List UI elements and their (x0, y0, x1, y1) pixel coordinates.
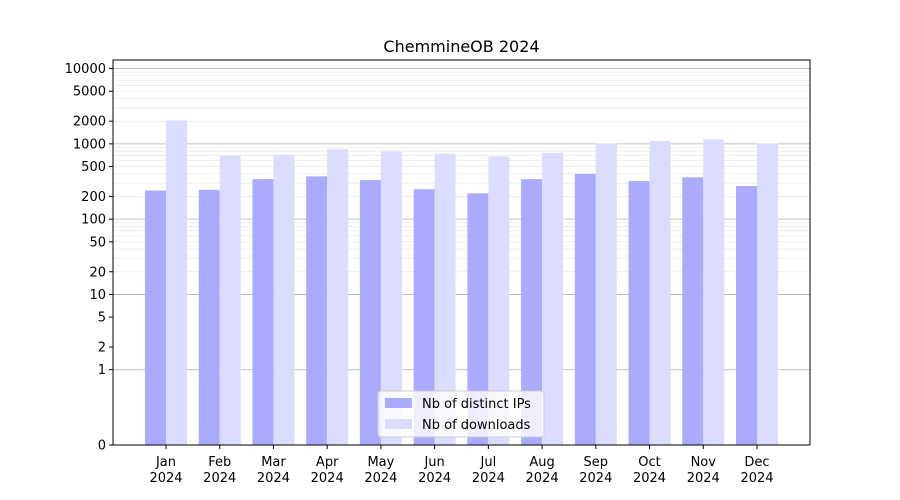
bar-downloads-4 (327, 149, 349, 445)
y-tick-label: 1 (98, 363, 106, 378)
x-tick-label-year: 2024 (257, 471, 290, 486)
y-tick-label: 100 (81, 213, 106, 228)
x-tick-label-month: Sep (584, 455, 609, 470)
bar-distinct-ips-1 (145, 190, 166, 445)
bar-distinct-ips-7 (467, 193, 489, 445)
x-tick-label-month: Aug (529, 455, 554, 470)
legend-label: Nb of distinct IPs (422, 397, 531, 412)
legend-label: Nb of downloads (422, 418, 531, 433)
y-tick-label: 0 (98, 439, 106, 454)
bar-distinct-ips-6 (413, 189, 435, 445)
bar-downloads-12 (757, 143, 778, 446)
y-tick-label: 20 (89, 265, 106, 280)
bar-downloads-8 (542, 152, 564, 446)
x-tick-label-year: 2024 (472, 471, 505, 486)
y-tick-label: 10 (89, 288, 106, 303)
x-tick-label-year: 2024 (418, 471, 451, 486)
y-tick-label: 5 (98, 311, 106, 326)
x-tick-label-month: Jun (423, 455, 444, 470)
x-tick-label-year: 2024 (740, 471, 773, 486)
x-tick-label-month: Nov (691, 455, 717, 470)
bar-distinct-ips-11 (682, 177, 704, 446)
bar-distinct-ips-4 (306, 176, 328, 445)
bar-distinct-ips-3 (252, 179, 274, 446)
legend-swatch (385, 398, 412, 408)
y-axis-ticks: 0 1 2 5 10 20 50 100 200 500 1000 2000 5000 10000 (65, 62, 113, 454)
x-tick-label-month: Feb (208, 455, 231, 470)
x-tick-label-year: 2024 (579, 471, 612, 486)
legend: Nb of distinct IPs Nb of downloads (377, 390, 545, 438)
bar-downloads-10 (649, 141, 671, 445)
bar-distinct-ips-5 (359, 180, 381, 445)
x-tick-label-month: Apr (316, 455, 339, 470)
legend-swatch (385, 419, 412, 429)
y-tick-label: 2 (98, 341, 106, 356)
y-tick-label: 1000 (73, 137, 106, 152)
x-tick-label-month: Oct (638, 455, 660, 470)
x-tick-label-month: Mar (261, 455, 286, 470)
bar-distinct-ips-10 (628, 181, 650, 445)
y-tick-label: 2000 (73, 115, 106, 130)
bar-downloads-6 (434, 153, 456, 445)
bar-downloads-11 (703, 139, 725, 446)
legend-box (377, 390, 545, 438)
bar-downloads-9 (595, 143, 617, 446)
y-tick-label: 10000 (65, 62, 106, 77)
bar-downloads-1 (166, 120, 187, 445)
x-axis-ticks: Jan2024Feb2024Mar2024Apr2024May2024Jun20… (149, 445, 774, 486)
chart-title: ChemmineOB 2024 (383, 37, 539, 56)
y-tick-label: 200 (81, 190, 106, 205)
x-tick-label-year: 2024 (364, 471, 397, 486)
x-tick-label-year: 2024 (149, 471, 182, 486)
x-tick-label-year: 2024 (633, 471, 666, 486)
x-tick-label-month: Jan (155, 455, 176, 470)
x-tick-label-month: Jul (480, 455, 497, 470)
bars (145, 120, 778, 446)
y-tick-label: 5000 (73, 85, 106, 100)
bar-downloads-2 (219, 155, 241, 445)
x-tick-label-year: 2024 (311, 471, 344, 486)
x-tick-label-year: 2024 (203, 471, 236, 486)
x-tick-label-year: 2024 (526, 471, 559, 486)
bar-distinct-ips-12 (736, 186, 757, 445)
bar-downloads-7 (488, 156, 510, 445)
bar-distinct-ips-9 (574, 173, 596, 446)
y-tick-label: 50 (89, 235, 106, 250)
y-tick-label: 500 (81, 160, 106, 175)
x-tick-label-month: Dec (744, 455, 769, 470)
bar-distinct-ips-8 (521, 179, 543, 446)
bar-downloads-5 (380, 151, 402, 446)
x-tick-label-year: 2024 (687, 471, 720, 486)
bar-downloads-3 (273, 154, 295, 445)
plot-frame (112, 59, 811, 446)
bar-distinct-ips-2 (198, 189, 220, 445)
x-tick-label-month: May (367, 455, 394, 470)
